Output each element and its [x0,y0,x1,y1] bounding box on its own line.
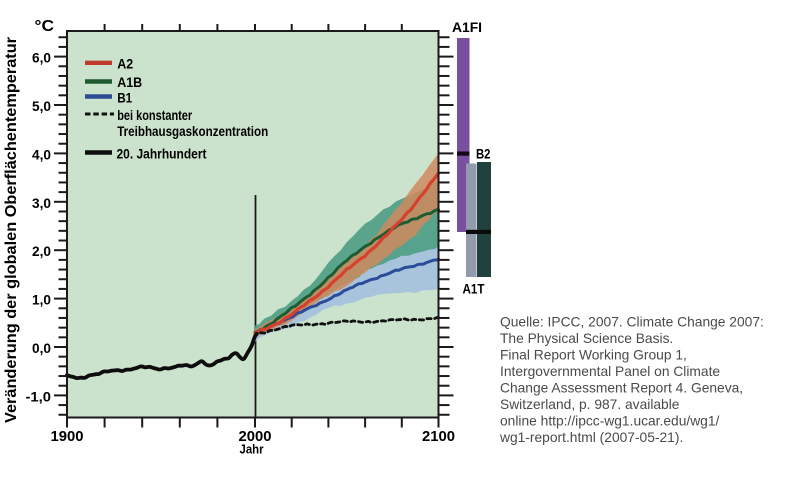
svg-text:1,0: 1,0 [32,292,51,308]
svg-text:Final Report Working Group 1,: Final Report Working Group 1, [500,348,687,363]
svg-text:Switzerland, p. 987. available: Switzerland, p. 987. available [500,397,680,412]
svg-text:A1FI: A1FI [452,19,482,35]
svg-text:3,0: 3,0 [32,195,51,211]
svg-text:-1,0: -1,0 [26,388,52,404]
svg-text:1900: 1900 [51,428,84,445]
svg-text:Jahr: Jahr [240,443,264,457]
svg-text:2000: 2000 [239,428,272,445]
svg-text:bei konstanter: bei konstanter [117,107,192,123]
svg-text:20. Jahrhundert: 20. Jahrhundert [117,146,207,162]
svg-text:Treibhausgaskonzentration: Treibhausgaskonzentration [117,123,268,139]
svg-text:Intergovernmental Panel on Cli: Intergovernmental Panel on Climate [500,364,720,379]
svg-text:0,0: 0,0 [32,340,51,356]
svg-text:B2: B2 [476,146,491,162]
svg-text:2,0: 2,0 [32,243,51,259]
svg-text:2100: 2100 [422,428,455,445]
svg-text:A1T: A1T [463,281,485,297]
svg-text:wg1-report.html (2007-05-21).: wg1-report.html (2007-05-21). [499,430,683,445]
svg-text:Veränderung der globalen Oberf: Veränderung der globalen Oberflächentemp… [3,37,20,423]
svg-text:Change Assessment Report 4. Ge: Change Assessment Report 4. Geneva, [500,381,743,396]
svg-text:online http://ipcc-wg1.ucar.ed: online http://ipcc-wg1.ucar.edu/wg1/ [500,414,720,429]
svg-text:4,0: 4,0 [32,146,51,162]
svg-text:B1: B1 [117,89,132,105]
svg-text:°C: °C [35,18,55,35]
svg-text:6,0: 6,0 [32,50,51,66]
svg-text:5,0: 5,0 [32,98,51,114]
svg-text:The Physical Science Basis.: The Physical Science Basis. [500,331,673,346]
svg-text:A2: A2 [117,55,133,71]
svg-text:Quelle: IPCC, 2007. Climate Ch: Quelle: IPCC, 2007. Climate Change 2007: [500,315,764,330]
svg-text:A1B: A1B [117,74,142,90]
